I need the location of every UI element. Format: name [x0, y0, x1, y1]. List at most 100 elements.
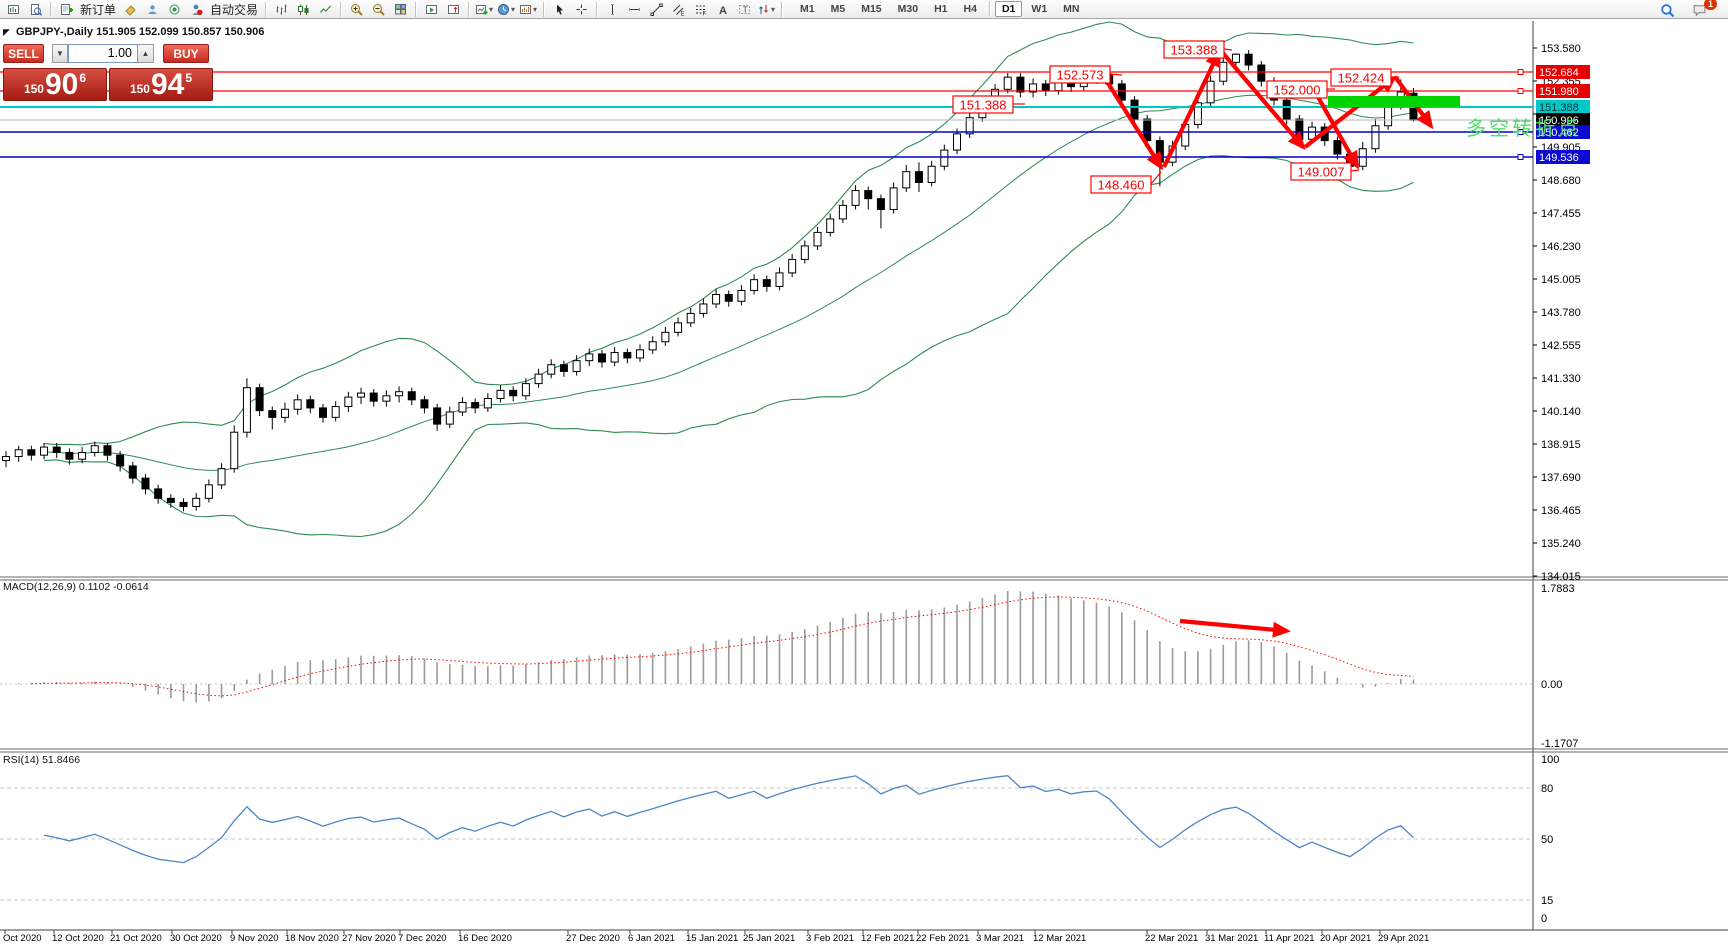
timeframe-mn[interactable]: MN — [1063, 3, 1080, 15]
new-order-label: 新订单 — [80, 2, 117, 17]
toolbar-separator — [781, 1, 783, 17]
price-label-151.388[interactable]: 151.388 — [952, 95, 1025, 114]
trendline-icon[interactable] — [646, 1, 666, 18]
svg-text:12 Feb 2021: 12 Feb 2021 — [861, 933, 914, 944]
volume-input[interactable]: 1.00 — [68, 44, 138, 63]
buy-price-point: 5 — [185, 71, 193, 85]
svg-text:6 Jan 2021: 6 Jan 2021 — [628, 933, 675, 944]
print-preview-icon[interactable] — [25, 1, 45, 18]
support-line-150462[interactable] — [0, 129, 1533, 135]
svg-text:148.680: 148.680 — [1541, 175, 1581, 187]
timeframe-m15[interactable]: M15 — [861, 3, 882, 15]
chart-symbol-title: ◤ GBPJPY-,Daily 151.905 152.099 150.857 … — [3, 26, 264, 38]
svg-text:150.462: 150.462 — [1539, 127, 1579, 139]
chat-icon[interactable]: 1 — [1688, 0, 1717, 18]
community-icon[interactable] — [142, 1, 162, 18]
volume-up-button[interactable]: ▲ — [138, 44, 154, 63]
svg-text:149.536: 149.536 — [1539, 152, 1579, 164]
period-icon[interactable]: ▾ — [496, 1, 516, 18]
timeframe-w1[interactable]: W1 — [1031, 3, 1048, 15]
price-label-148.460[interactable]: 148.460 — [1090, 171, 1162, 194]
svg-text:F: F — [702, 11, 706, 16]
annotation-green-text[interactable]: 多空转折点 — [1466, 118, 1581, 140]
svg-text:3 Mar 2021: 3 Mar 2021 — [976, 933, 1024, 944]
auto-scroll-icon[interactable] — [421, 1, 441, 18]
zoom-out-icon[interactable] — [368, 1, 388, 18]
bars-chart-icon[interactable] — [271, 1, 291, 18]
buy-price-button[interactable]: 150 94 5 — [109, 68, 213, 101]
svg-text:150.906: 150.906 — [1539, 115, 1579, 127]
candles-chart-icon[interactable] — [293, 1, 313, 18]
svg-text:152.684: 152.684 — [1539, 67, 1579, 79]
svg-text:E: E — [680, 11, 684, 16]
zoom-in-icon[interactable] — [346, 1, 366, 18]
svg-text:3 Feb 2021: 3 Feb 2021 — [806, 933, 854, 944]
timeframe-m30[interactable]: M30 — [897, 3, 919, 15]
green-highlight-bar[interactable] — [1328, 96, 1460, 107]
autotrading-icon[interactable] — [186, 1, 206, 18]
new-order-icon[interactable] — [56, 1, 76, 18]
label-icon[interactable]: T — [734, 1, 754, 18]
volume-down-button[interactable]: ▼ — [52, 44, 68, 63]
search-icon[interactable] — [1657, 1, 1677, 18]
svg-text:20 Apr 2021: 20 Apr 2021 — [1320, 933, 1371, 944]
sell-button[interactable]: SELL — [3, 44, 44, 63]
market-icon[interactable] — [120, 1, 140, 18]
line-chart-icon[interactable] — [315, 1, 335, 18]
macd-trend-arrow[interactable] — [1179, 618, 1291, 638]
trend-arrow[interactable] — [1162, 48, 1221, 168]
signals-icon[interactable] — [164, 1, 184, 18]
hline-icon[interactable] — [624, 1, 644, 18]
price-label-152.000[interactable]: 152.000 — [1266, 80, 1335, 99]
svg-text:142.555: 142.555 — [1541, 340, 1581, 352]
window-triangle-icon: ◤ — [3, 27, 10, 37]
template-icon[interactable]: ▾ — [518, 1, 538, 18]
price-label-153.388[interactable]: 153.388 — [1163, 40, 1233, 59]
panel-borders — [0, 21, 1728, 931]
chat-badge: 1 — [1704, 0, 1717, 10]
trend-arrow[interactable] — [1220, 50, 1306, 151]
chart-window-icon[interactable] — [3, 1, 23, 18]
crosshair-icon[interactable] — [571, 1, 591, 18]
svg-text:137.690: 137.690 — [1541, 472, 1581, 484]
symbol-name: GBPJPY-,Daily — [15, 26, 94, 38]
new-chart-icon[interactable]: ▾ — [474, 1, 494, 18]
shapes-icon[interactable]: ▾ — [756, 1, 776, 18]
fibonacci-icon[interactable]: F — [690, 1, 710, 18]
price-label-152.424[interactable]: 152.424 — [1330, 68, 1399, 87]
timeframe-m5[interactable]: M5 — [830, 3, 846, 15]
macd-panel — [0, 591, 1533, 703]
buy-button[interactable]: BUY — [163, 44, 209, 63]
cursor-icon[interactable] — [549, 1, 569, 18]
sell-price-button[interactable]: 150 90 6 — [3, 68, 107, 101]
price-label-boxes[interactable]: 151.388 152.573 153.388 152.000 152.424 148.4… — [952, 40, 1399, 194]
vline-icon[interactable] — [602, 1, 622, 18]
price-label-149.007[interactable]: 149.007 — [1290, 162, 1360, 181]
trend-arrow[interactable] — [1104, 78, 1164, 171]
chart-shift-icon[interactable] — [443, 1, 463, 18]
trend-arrow[interactable] — [1316, 95, 1359, 170]
resistance-line-152684[interactable] — [0, 69, 1533, 75]
timeframe-h4[interactable]: H4 — [963, 3, 977, 15]
svg-text:27 Nov 2020: 27 Nov 2020 — [342, 933, 396, 944]
trade-panel-row2: 150 90 6 150 94 5 — [3, 68, 213, 101]
trend-arrows[interactable] — [1104, 48, 1434, 638]
price-label-152.573[interactable]: 152.573 — [1049, 65, 1123, 84]
tile-windows-icon[interactable] — [390, 1, 410, 18]
svg-text:152.573: 152.573 — [1057, 68, 1104, 83]
candles — [2, 50, 1418, 512]
timeframe-d1[interactable]: D1 — [994, 1, 1023, 17]
svg-text:11 Apr 2021: 11 Apr 2021 — [1264, 933, 1315, 944]
trade-panel-row1: SELL ▼ 1.00 ▲ BUY — [3, 44, 213, 63]
support-line-149536[interactable] — [0, 154, 1533, 160]
trend-arrow[interactable] — [1303, 75, 1398, 149]
svg-text:1.7883: 1.7883 — [1541, 583, 1575, 595]
text-icon[interactable]: A — [712, 1, 732, 18]
timeframe-h1[interactable]: H1 — [934, 3, 948, 15]
toolbar-separator — [415, 1, 417, 17]
svg-text:9 Nov 2020: 9 Nov 2020 — [230, 933, 279, 944]
timeframe-m1[interactable]: M1 — [800, 3, 815, 15]
rsi-indicator-title: RSI(14) 51.8466 — [3, 754, 81, 766]
channel-icon[interactable]: E — [668, 1, 688, 18]
